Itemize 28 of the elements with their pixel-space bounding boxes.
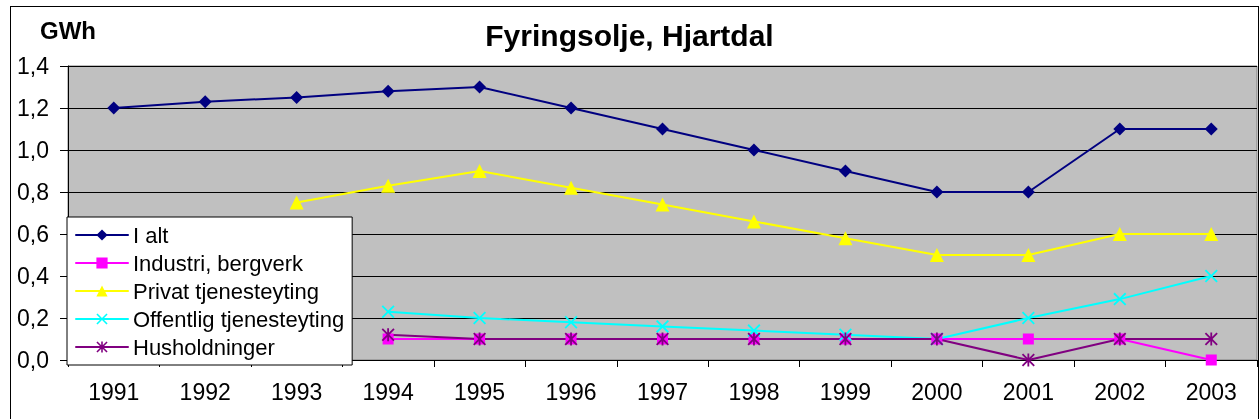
x-tick-label: 2002: [1094, 378, 1146, 405]
x-tick-label: 1997: [636, 378, 689, 405]
legend-label: Offentlig tjenesteyting: [133, 306, 345, 332]
x-tick-label: 2000: [911, 378, 963, 405]
x-tick-label: 1998: [728, 378, 780, 405]
x-tick-label: 1994: [362, 378, 414, 405]
y-tick-label: 0,2: [17, 305, 49, 331]
y-tick-label: 0,0: [17, 347, 49, 373]
y-tick-label: 0,6: [17, 221, 49, 247]
legend-label: I alt: [133, 222, 169, 248]
legend-label: Industri, bergverk: [133, 250, 304, 276]
x-tick-label: 1992: [179, 378, 231, 405]
chart-title: Fyringsolje, Hjartdal: [485, 18, 774, 52]
x-tick-label: 1991: [88, 378, 140, 405]
x-tick-label: 2001: [1002, 378, 1054, 405]
y-axis-title: GWh: [40, 16, 96, 44]
x-tick-label: 2003: [1185, 378, 1237, 405]
y-tick-label: 1,2: [17, 95, 49, 121]
y-tick-label: 1,4: [17, 53, 50, 79]
y-tick-label: 0,8: [17, 179, 49, 205]
x-tick-label: 1996: [545, 378, 597, 405]
x-tick-label: 1995: [453, 378, 506, 405]
x-tick-label: 1993: [271, 378, 323, 405]
y-tick-label: 1,0: [17, 137, 49, 163]
legend-label: Husholdninger: [133, 334, 275, 360]
legend-label: Privat tjenesteyting: [133, 278, 319, 304]
y-tick-label: 0,4: [17, 263, 50, 289]
x-tick-label: 1999: [819, 378, 872, 405]
